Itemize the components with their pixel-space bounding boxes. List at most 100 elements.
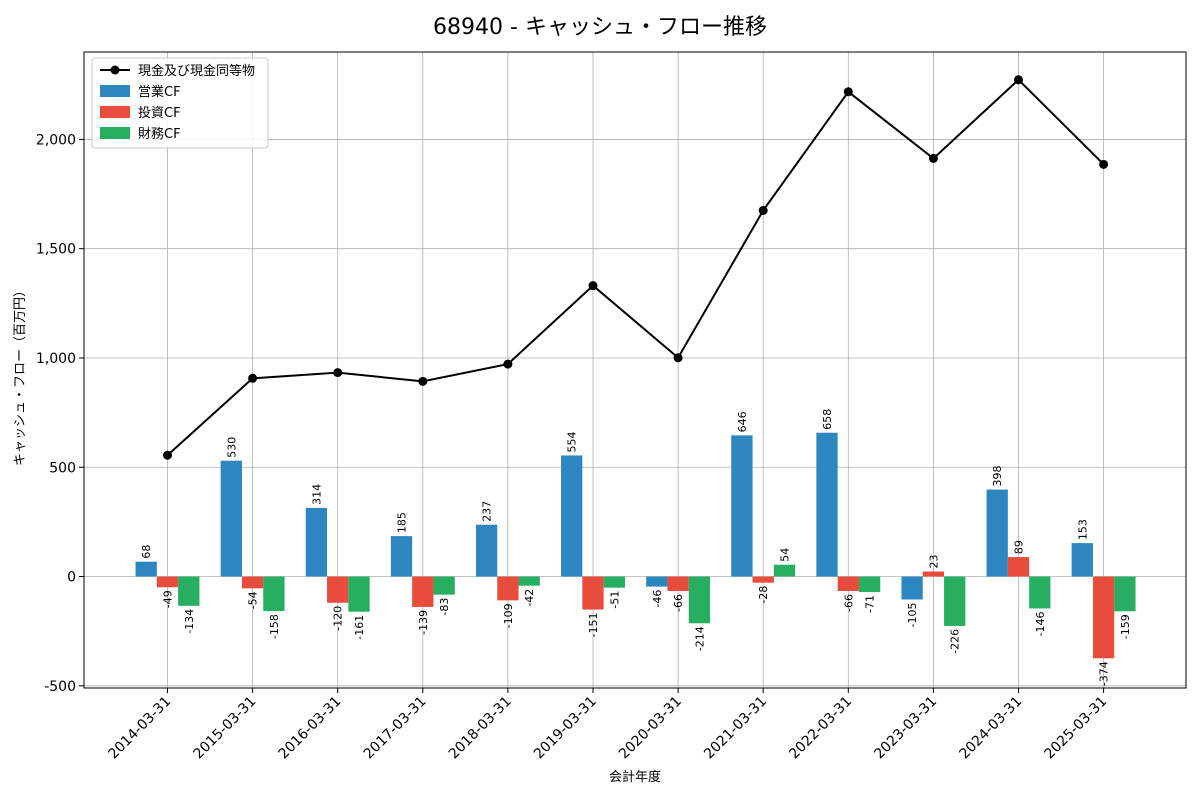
data-label: -66: [842, 594, 855, 612]
cash-balance-point: [1099, 159, 1109, 169]
bar-財務CF: [858, 576, 881, 593]
data-label: 89: [1013, 540, 1026, 554]
data-label: -46: [651, 590, 664, 608]
cash-balance-point: [928, 153, 938, 163]
legend-bar-swatch: [100, 106, 130, 118]
data-label: -158: [268, 614, 281, 639]
data-label: -105: [906, 602, 919, 627]
data-label: -120: [332, 606, 345, 631]
bar-layer: [135, 432, 1136, 659]
bar-投資CF: [497, 576, 519, 601]
data-label: 658: [821, 409, 834, 430]
bar-営業CF: [901, 576, 923, 600]
data-label: -109: [502, 603, 515, 628]
bar-財務CF: [348, 576, 370, 612]
cash-balance-point: [673, 353, 683, 363]
cash-balance-point: [248, 373, 258, 383]
data-label: -51: [608, 591, 621, 609]
bar-財務CF: [944, 576, 966, 626]
data-label: -134: [183, 609, 196, 634]
data-label: -159: [1119, 614, 1132, 639]
legend-marker-swatch: [110, 65, 120, 75]
bar-投資CF: [837, 576, 859, 591]
bar-投資CF: [241, 576, 264, 589]
bar-財務CF: [1029, 576, 1051, 609]
cash-balance-line: [166, 78, 1105, 456]
data-label: -42: [523, 589, 536, 607]
bar-財務CF: [433, 576, 455, 595]
legend-bar-swatch: [100, 127, 130, 139]
bar-投資CF: [1092, 576, 1115, 659]
data-label: 185: [396, 512, 409, 533]
data-label: -374: [1098, 661, 1111, 686]
bar-投資CF: [667, 576, 689, 591]
data-label: -66: [672, 594, 685, 612]
bar-営業CF: [986, 489, 1008, 577]
cash-balance-point: [163, 450, 172, 460]
data-label: -28: [757, 586, 770, 604]
bar-営業CF: [475, 524, 498, 577]
cash-balance-point: [758, 205, 768, 215]
bar-財務CF: [603, 576, 625, 588]
bar-投資CF: [412, 576, 434, 607]
data-label: 554: [566, 431, 579, 452]
data-label: 314: [310, 484, 323, 505]
bar-投資CF: [327, 576, 349, 603]
data-label: 646: [736, 411, 749, 432]
data-label: -161: [353, 615, 366, 640]
y-tick-label: 1,000: [36, 351, 76, 367]
bar-投資CF: [582, 576, 604, 610]
legend-label: 財務CF: [138, 127, 181, 142]
chart-title: 68940 - キャッシュ・フロー推移: [433, 15, 767, 40]
plot-frame: [83, 51, 1187, 689]
bar-投資CF: [156, 576, 179, 588]
legend-label: 営業CF: [138, 84, 181, 100]
line-layer: [163, 75, 1109, 460]
bar-財務CF: [178, 576, 200, 606]
legend-bar-swatch: [100, 85, 130, 97]
bar-財務CF: [688, 576, 711, 624]
data-label: -226: [949, 629, 962, 654]
data-label: -54: [247, 591, 260, 609]
bar-財務CF: [1114, 576, 1136, 612]
data-label: -214: [693, 626, 706, 651]
bar-営業CF: [220, 460, 242, 577]
cash-balance-point: [333, 368, 343, 378]
bar-投資CF: [752, 576, 774, 583]
bar-営業CF: [731, 435, 753, 577]
y-tick-label: 500: [49, 460, 76, 476]
bar-投資CF: [1007, 557, 1030, 577]
data-label: 54: [779, 548, 792, 562]
data-label: 68: [140, 545, 153, 559]
data-label: 237: [481, 501, 494, 522]
y-tick-label: 0: [67, 570, 76, 586]
legend-box: [91, 57, 269, 149]
bar-営業CF: [135, 561, 157, 577]
data-label: 153: [1076, 519, 1089, 540]
y-tick-label: 2,000: [36, 132, 76, 148]
cash-balance-point: [1014, 75, 1023, 85]
bar-営業CF: [390, 536, 413, 577]
data-label: -71: [864, 595, 877, 613]
bar-営業CF: [561, 455, 583, 577]
y-tick-label: -500: [44, 679, 76, 695]
data-label: -146: [1034, 611, 1047, 636]
legend-label: 現金及び現金同等物: [138, 63, 255, 79]
x-axis-label: 会計年度: [609, 769, 661, 785]
bar-財務CF: [773, 564, 796, 577]
data-label: -49: [162, 590, 175, 608]
bar-営業CF: [816, 432, 838, 577]
bar-財務CF: [263, 576, 285, 612]
y-tick-label: 1,500: [36, 242, 76, 258]
data-label: -83: [438, 598, 451, 616]
cash-balance-point: [843, 87, 853, 97]
data-label: 530: [225, 437, 238, 458]
bar-営業CF: [1071, 543, 1093, 577]
legend-label: 投資CF: [138, 105, 181, 121]
cash-balance-point: [418, 376, 428, 386]
data-label: 23: [927, 555, 940, 569]
